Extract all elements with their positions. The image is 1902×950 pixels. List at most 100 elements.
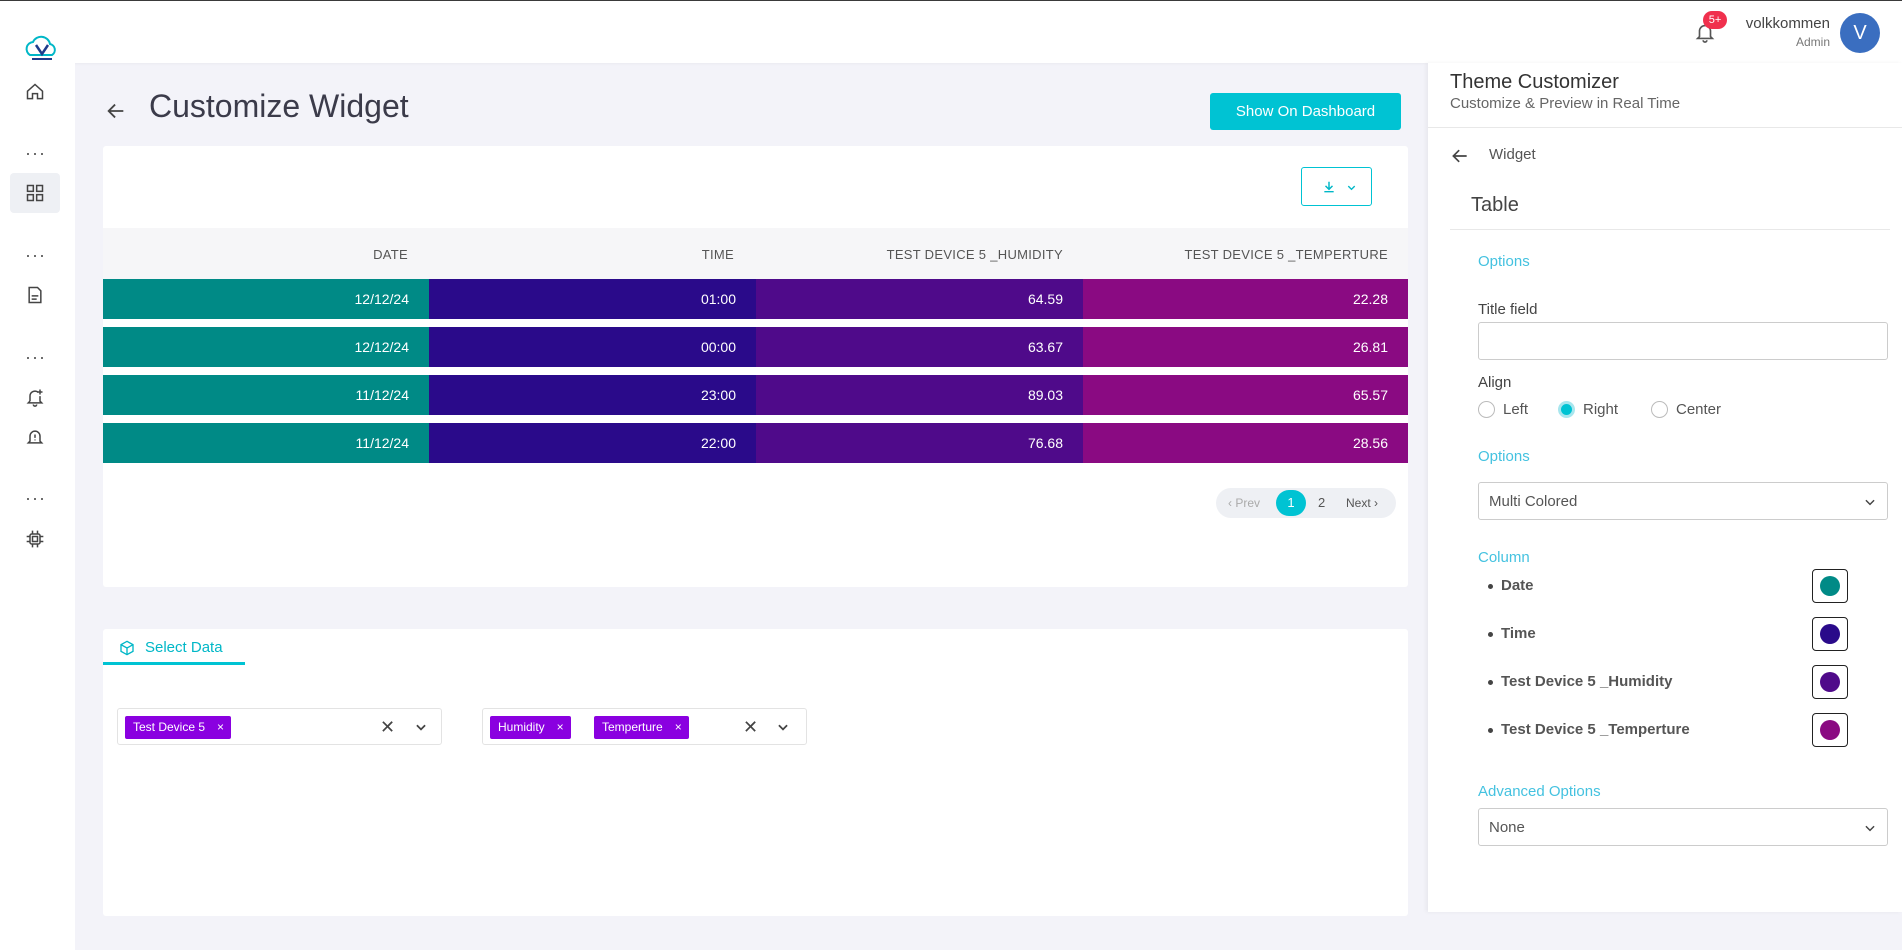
pagination-page-2[interactable]: 2	[1318, 495, 1326, 510]
download-button[interactable]	[1301, 167, 1372, 206]
clear-icon[interactable]: ✕	[743, 717, 759, 737]
alert-icon[interactable]	[25, 427, 45, 447]
chevron-down-icon	[1347, 185, 1356, 191]
column-name: Test Device 5 _Temperture	[1501, 721, 1690, 738]
section-title: Table	[1471, 194, 1519, 216]
table-row: 12/12/24 01:00 64.59 22.28	[103, 279, 1408, 319]
column-color-item: Time	[1486, 614, 1886, 654]
back-arrow-icon[interactable]	[1450, 146, 1470, 166]
more-icon[interactable]: ···	[25, 245, 46, 265]
top-bar: 5+ volkkommen Admin V	[0, 0, 1902, 63]
color-mode-select[interactable]: Multi Colored	[1478, 482, 1888, 520]
color-picker-button[interactable]	[1812, 617, 1848, 651]
color-swatch	[1820, 624, 1840, 644]
chevron-down-icon[interactable]	[776, 720, 790, 734]
chip-remove-icon[interactable]: ×	[556, 720, 564, 734]
divider	[1428, 127, 1902, 128]
table-cell-date: 12/12/24	[103, 279, 429, 319]
more-icon[interactable]: ···	[25, 488, 46, 508]
notification-badge: 5+	[1703, 11, 1727, 29]
chevron-down-icon[interactable]	[414, 720, 428, 734]
table-cell-humidity: 76.68	[756, 423, 1083, 463]
table-cell-humidity: 64.59	[756, 279, 1083, 319]
options-label: Options	[1478, 448, 1530, 465]
avatar[interactable]: V	[1840, 13, 1880, 53]
more-icon[interactable]: ···	[25, 143, 46, 163]
bullet	[1488, 584, 1493, 589]
radio-label: Left	[1503, 401, 1529, 418]
chevron-down-icon	[1865, 825, 1875, 832]
pagination-next-label: Next	[1346, 496, 1371, 510]
column-header-time[interactable]: TIME	[701, 247, 734, 262]
advanced-options-label: Advanced Options	[1478, 783, 1601, 800]
color-swatch	[1820, 672, 1840, 692]
table-widget-card: DATE TIME TEST DEVICE 5 _HUMIDITY TEST D…	[103, 146, 1408, 587]
chip-remove-icon[interactable]: ×	[217, 720, 225, 734]
color-picker-button[interactable]	[1812, 665, 1848, 699]
dashboard-icon[interactable]	[25, 183, 45, 203]
color-picker-button[interactable]	[1812, 713, 1848, 747]
color-picker-button[interactable]	[1812, 569, 1848, 603]
user-name[interactable]: volkkommen	[1745, 15, 1830, 32]
color-swatch	[1820, 720, 1840, 740]
table-cell-time: 00:00	[429, 327, 756, 367]
options-label: Options	[1478, 253, 1530, 270]
chip-icon[interactable]	[25, 529, 45, 549]
download-icon	[1324, 181, 1334, 193]
table-row: 11/12/24 22:00 76.68 28.56	[103, 423, 1408, 463]
column-header-temperture[interactable]: TEST DEVICE 5 _TEMPERTURE	[1184, 247, 1388, 262]
pagination: ‹ Prev 1 2 Next ›	[1216, 488, 1396, 518]
chip-remove-icon[interactable]: ×	[674, 720, 682, 734]
cube-icon	[120, 640, 134, 656]
parameter-chip: Temperture ×	[594, 716, 689, 739]
title-field-label: Title field	[1478, 301, 1538, 318]
device-chip-label: Test Device 5	[133, 720, 206, 734]
pagination-prev[interactable]: ‹ Prev	[1228, 496, 1261, 510]
theme-customizer-subtitle: Customize & Preview in Real Time	[1450, 95, 1681, 112]
breadcrumb[interactable]: Widget	[1489, 146, 1536, 163]
column-color-item: Date	[1486, 566, 1886, 606]
table-cell-date: 11/12/24	[103, 423, 429, 463]
bullet	[1488, 632, 1493, 637]
user-role: Admin	[1795, 35, 1830, 49]
table-cell-time: 01:00	[429, 279, 756, 319]
chevron-down-icon	[1865, 499, 1875, 506]
pagination-page-1[interactable]: 1	[1276, 490, 1306, 516]
column-header-date[interactable]: DATE	[373, 247, 408, 262]
pagination-prev-label: Prev	[1235, 496, 1261, 510]
column-color-item: Test Device 5 _Temperture	[1486, 710, 1886, 750]
select-data-card: Select Data Test Device 5 × ✕ Humidity × T…	[103, 629, 1408, 916]
pagination-next[interactable]: Next ›	[1346, 496, 1379, 510]
advanced-options-select[interactable]: None	[1478, 808, 1888, 846]
radio-button[interactable]	[1651, 401, 1668, 418]
table-cell-time: 22:00	[429, 423, 756, 463]
document-icon[interactable]	[25, 285, 45, 305]
parameter-chip-label: Temperture	[602, 720, 663, 734]
show-on-dashboard-button[interactable]: Show On Dashboard	[1210, 93, 1401, 130]
column-name: Time	[1501, 625, 1536, 642]
radio-label: Center	[1676, 401, 1722, 418]
column-header-humidity[interactable]: TEST DEVICE 5 _HUMIDITY	[886, 247, 1063, 262]
clear-icon[interactable]: ✕	[380, 717, 396, 737]
theme-customizer-panel: Theme Customizer Customize & Preview in …	[1428, 63, 1902, 912]
device-chip: Test Device 5 ×	[125, 716, 232, 739]
more-icon[interactable]: ···	[25, 347, 46, 367]
tab-select-data[interactable]: Select Data	[103, 629, 245, 665]
back-arrow-icon[interactable]	[105, 100, 127, 122]
table-cell-temperture: 65.57	[1083, 375, 1408, 415]
table-row: 12/12/24 00:00 63.67 26.81	[103, 327, 1408, 367]
radio-button[interactable]	[1478, 401, 1495, 418]
add-alert-icon[interactable]	[25, 387, 45, 407]
logo-icon[interactable]	[22, 35, 62, 63]
table-cell-date: 11/12/24	[103, 375, 429, 415]
divider	[1450, 229, 1890, 230]
align-label: Align	[1478, 374, 1512, 391]
device-multiselect[interactable]: Test Device 5 × ✕	[117, 708, 442, 745]
sidebar: ··· ··· ··· ···	[0, 1, 75, 950]
radio-button-selected[interactable]	[1558, 401, 1575, 418]
advanced-options-value: None	[1489, 819, 1525, 836]
parameter-multiselect[interactable]: Humidity × Temperture × ✕	[482, 708, 807, 745]
bullet	[1488, 680, 1493, 685]
home-icon[interactable]	[25, 82, 45, 102]
title-field-input[interactable]	[1478, 322, 1888, 360]
